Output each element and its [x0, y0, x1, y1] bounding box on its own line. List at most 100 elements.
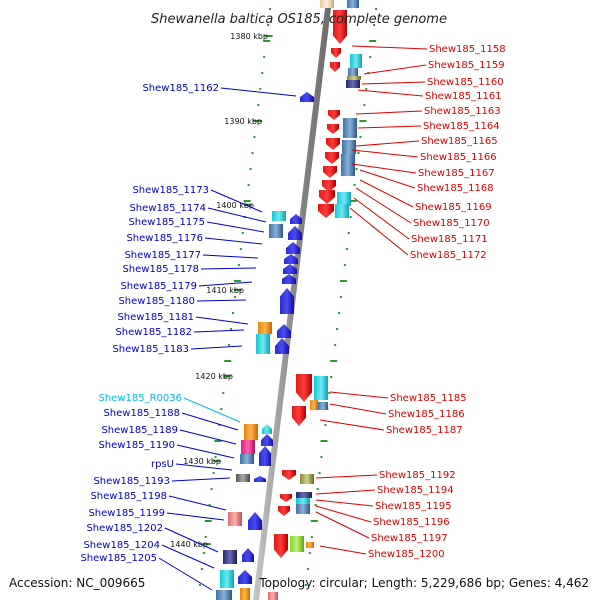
gene-arrow-forward[interactable] — [284, 254, 298, 264]
gene-label-right[interactable]: Shew185_1159 — [428, 60, 505, 71]
gene-block[interactable] — [335, 204, 349, 218]
gene-block[interactable] — [296, 498, 310, 504]
gene-label-right[interactable]: Shew185_1166 — [420, 152, 497, 163]
gene-arrow-forward[interactable] — [277, 324, 291, 338]
gene-label-left[interactable]: Shew185_1175 — [128, 217, 205, 228]
gene-label-left[interactable]: Shew185_1162 — [142, 83, 219, 94]
gene-label-right[interactable]: Shew185_1195 — [375, 501, 452, 512]
gene-block[interactable] — [350, 54, 362, 68]
gene-label-left[interactable]: Shew185_1183 — [112, 344, 189, 355]
gene-arrow-reverse[interactable] — [319, 190, 335, 204]
gene-arrow-forward[interactable] — [238, 570, 252, 584]
gene-block[interactable] — [346, 80, 360, 88]
gene-arrow-forward[interactable] — [283, 264, 297, 274]
gene-block[interactable] — [244, 424, 258, 440]
gene-label-right[interactable]: Shew185_1161 — [425, 91, 502, 102]
gene-label-right[interactable]: Shew185_1160 — [427, 77, 504, 88]
gene-label-right[interactable]: Shew185_1194 — [377, 485, 454, 496]
gene-arrow-forward[interactable] — [286, 242, 300, 254]
gene-block[interactable] — [320, 0, 334, 8]
gene-block[interactable] — [290, 536, 304, 552]
gene-label-left[interactable]: Shew185_1205 — [80, 553, 157, 564]
gene-label-right[interactable]: Shew185_1169 — [415, 202, 492, 213]
gene-arrow-reverse[interactable] — [292, 406, 306, 426]
gene-arrow-forward[interactable] — [280, 288, 294, 314]
gene-block[interactable] — [347, 76, 361, 80]
gene-label-right[interactable]: Shew185_1165 — [421, 136, 498, 147]
gene-arrow-reverse[interactable] — [278, 506, 290, 516]
gene-label-left[interactable]: Shew185_1182 — [115, 327, 192, 338]
gene-arrow-reverse[interactable] — [330, 62, 340, 72]
gene-arrow-reverse[interactable] — [296, 374, 312, 402]
gene-block[interactable] — [258, 322, 272, 334]
gene-arrow-forward[interactable] — [254, 476, 266, 482]
gene-arrow-reverse[interactable] — [327, 124, 339, 134]
gene-label-right[interactable]: Shew185_1192 — [379, 470, 456, 481]
gene-block[interactable] — [241, 440, 255, 454]
gene-label-left[interactable]: Shew185_1180 — [118, 296, 195, 307]
gene-block[interactable] — [347, 0, 359, 8]
gene-arrow-forward[interactable] — [300, 92, 314, 102]
gene-label-left[interactable]: Shew185_1189 — [101, 425, 178, 436]
gene-label-left[interactable]: Shew185_1199 — [88, 508, 165, 519]
gene-arrow-forward[interactable] — [248, 512, 262, 530]
gene-label-left[interactable]: Shew185_1202 — [86, 523, 163, 534]
gene-block[interactable] — [343, 118, 357, 138]
gene-label-left[interactable]: Shew185_1174 — [129, 203, 206, 214]
gene-block[interactable] — [337, 192, 351, 206]
gene-arrow-forward[interactable] — [242, 548, 254, 562]
gene-block[interactable] — [300, 474, 314, 484]
gene-arrow-reverse[interactable] — [333, 10, 347, 44]
rna-label-left[interactable]: Shew185_R0036 — [98, 393, 182, 404]
gene-label-right[interactable]: Shew185_1158 — [429, 44, 506, 55]
gene-block[interactable] — [342, 140, 356, 154]
gene-arrow-reverse[interactable] — [280, 494, 292, 502]
gene-label-right[interactable]: Shew185_1168 — [417, 183, 494, 194]
gene-arrow-reverse[interactable] — [325, 152, 339, 164]
gene-block[interactable] — [220, 570, 234, 588]
gene-arrow-forward[interactable] — [290, 214, 302, 224]
gene-label-left[interactable]: Shew185_1188 — [103, 408, 180, 419]
gene-block[interactable] — [314, 376, 328, 400]
gene-label-right[interactable]: Shew185_1171 — [411, 234, 488, 245]
gene-block[interactable] — [236, 474, 250, 482]
gene-label-left[interactable]: Shew185_1204 — [83, 540, 160, 551]
gene-block[interactable] — [240, 454, 254, 464]
gene-block[interactable] — [272, 211, 286, 221]
gene-label-left[interactable]: Shew185_1173 — [132, 185, 209, 196]
gene-arrow-forward[interactable] — [259, 446, 271, 466]
gene-arrow-reverse[interactable] — [326, 138, 340, 150]
gene-label-right[interactable]: Shew185_1185 — [390, 393, 467, 404]
gene-arrow-forward[interactable] — [262, 424, 272, 434]
gene-arrow-reverse[interactable] — [328, 110, 340, 120]
gene-block[interactable] — [306, 542, 314, 548]
gene-block[interactable] — [240, 588, 250, 600]
gene-label-right[interactable]: Shew185_1170 — [413, 218, 490, 229]
gene-label-left[interactable]: Shew185_1193 — [93, 476, 170, 487]
gene-label-right[interactable]: Shew185_1172 — [410, 250, 487, 261]
gene-arrow-reverse[interactable] — [331, 48, 341, 58]
gene-label-right[interactable]: Shew185_1200 — [368, 549, 445, 560]
gene-label-right[interactable]: Shew185_1164 — [423, 121, 500, 132]
gene-block[interactable] — [310, 400, 318, 410]
gene-label-right[interactable]: Shew185_1167 — [418, 168, 495, 179]
gene-label-right[interactable]: Shew185_1187 — [386, 425, 463, 436]
gene-arrow-reverse[interactable] — [318, 204, 334, 218]
gene-block[interactable] — [256, 334, 270, 354]
gene-label-left[interactable]: rpsU — [151, 459, 174, 470]
gene-arrow-forward[interactable] — [275, 338, 289, 354]
gene-block[interactable] — [268, 592, 278, 600]
gene-arrow-reverse[interactable] — [282, 470, 296, 480]
gene-block[interactable] — [223, 550, 237, 564]
gene-block[interactable] — [341, 154, 355, 176]
gene-arrow-reverse[interactable] — [274, 534, 288, 558]
gene-arrow-forward[interactable] — [288, 226, 302, 240]
gene-label-left[interactable]: Shew185_1198 — [90, 491, 167, 502]
gene-label-left[interactable]: Shew185_1179 — [120, 281, 197, 292]
gene-block[interactable] — [318, 402, 328, 410]
gene-block[interactable] — [216, 590, 232, 600]
gene-arrow-reverse[interactable] — [322, 180, 336, 192]
gene-label-left[interactable]: Shew185_1176 — [126, 233, 203, 244]
gene-label-left[interactable]: Shew185_1178 — [122, 264, 199, 275]
gene-block[interactable] — [269, 224, 283, 238]
